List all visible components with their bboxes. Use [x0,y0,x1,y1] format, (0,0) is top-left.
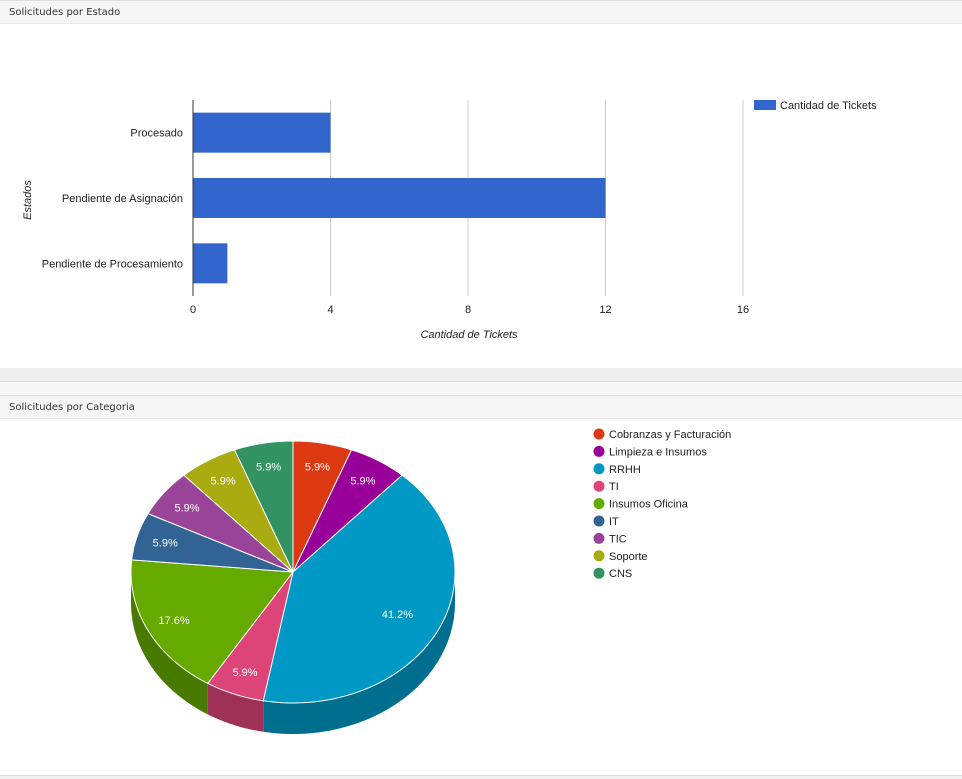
panel-gap [0,368,962,381]
x-tick-label: 0 [190,304,196,316]
bar-chart: 0 4 8 12 16 Procesado Pendiente de Asignación P… [22,100,877,341]
bar[interactable] [193,243,228,284]
legend-swatch [593,567,605,579]
pie-slice-label: 5.9% [211,476,236,488]
pie-slice-side [207,683,264,732]
panel-title: Solicitudes por Categoria [9,402,135,413]
pie-slice-label: 5.9% [256,461,281,473]
y-tick-label: Pendiente de Asignación [62,193,183,205]
legend-label: CNS [609,568,632,580]
x-tick-label: 4 [327,304,333,316]
pie-slice-side [131,572,208,715]
legend-label: Soporte [609,551,648,563]
legend-swatch [593,445,605,457]
legend-swatch [593,428,605,440]
pie-slice[interactable] [130,559,294,685]
panel-footer [0,381,962,395]
bar[interactable] [193,178,606,218]
legend-label: Cantidad de Tickets [780,100,877,112]
pie-slice-label: 5.9% [305,461,330,473]
x-tick-label: 16 [737,304,749,316]
pie-slice-label: 5.9% [174,502,199,514]
legend-swatch [593,550,605,562]
x-tick-label: 12 [599,304,611,316]
legend-swatch [593,463,605,475]
legend-label: IT [609,516,619,528]
panel-footer [0,775,962,779]
pie-slice-label: 17.6% [158,615,189,627]
pie-slice-label: 5.9% [153,538,178,550]
pie-slice[interactable] [262,474,456,704]
panel-header: Solicitudes por Estado [0,0,962,24]
pie-slice[interactable] [183,449,294,573]
pie-slice[interactable] [233,440,294,573]
pie-chart: 5.9% 5.9% 41.2% 5.9% 17.6% 5.9% 5.9% 5.9% 5.9% C… [130,428,731,734]
legend-label: Insumos Oficina [609,499,689,511]
pie-slice[interactable] [292,440,353,573]
y-tick-label: Pendiente de Procesamiento [42,258,183,270]
legend-swatch [754,100,776,110]
pie-slice[interactable] [206,571,294,702]
legend-label: RRHH [609,464,641,476]
pie-slice-label: 5.9% [232,667,257,679]
pie-slice-side [263,572,455,734]
pie-slice-label: 5.9% [350,476,375,488]
panel-solicitudes-categoria: Solicitudes por Categoria 5.9% 5.9% 41.2% 5… [0,395,962,775]
legend-label: TIC [609,533,627,545]
legend-label: Limpieza e Insumos [609,446,707,458]
legend-swatch [593,515,605,527]
legend-swatch [593,480,605,492]
panel-solicitudes-estado: Solicitudes por Estado 0 4 8 12 16 Procesado P… [0,0,962,368]
pie-slice[interactable] [131,512,294,573]
pie-slice[interactable] [292,449,403,573]
pie-slice[interactable] [147,474,294,573]
pie-slice-label: 41.2% [382,609,413,621]
y-tick-label: Procesado [130,128,183,140]
panel-title: Solicitudes por Estado [9,7,121,18]
legend-label: TI [609,481,619,493]
bar[interactable] [193,112,331,153]
legend-swatch [593,498,605,510]
x-axis-title: Cantidad de Tickets [420,329,518,341]
panel-header: Solicitudes por Categoria [0,395,962,419]
y-axis-title: Estados [22,180,34,220]
legend-swatch [593,532,605,544]
legend-label: Cobranzas y Facturación [609,429,731,441]
x-tick-label: 8 [465,304,471,316]
